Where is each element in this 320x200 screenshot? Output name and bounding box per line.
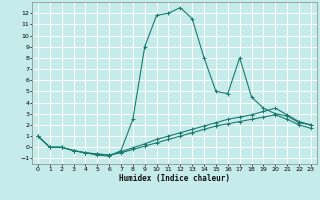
X-axis label: Humidex (Indice chaleur): Humidex (Indice chaleur) (119, 174, 230, 183)
